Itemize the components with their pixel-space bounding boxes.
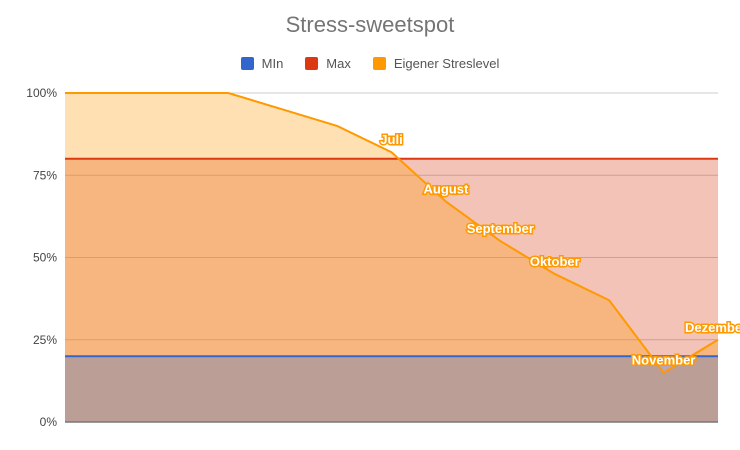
data-label: Dezember — [685, 320, 740, 335]
legend-swatch-min — [240, 57, 254, 70]
y-tick-label: 75% — [33, 168, 57, 182]
data-label: Juli — [380, 132, 402, 147]
data-label: November — [632, 353, 696, 368]
legend-label-stress: Eigener Streslevel — [393, 56, 500, 71]
data-label: Oktober — [530, 254, 580, 269]
legend-item-max[interactable]: Max — [305, 56, 351, 71]
y-tick-label: 100% — [26, 86, 57, 100]
data-label: August — [424, 182, 469, 197]
legend-item-min[interactable]: MIn — [240, 56, 284, 71]
legend-label-min: MIn — [261, 56, 284, 71]
chart-title: Stress-sweetspot — [285, 12, 455, 37]
y-tick-label: 0% — [40, 415, 58, 429]
y-tick-label: 50% — [33, 251, 57, 265]
area-stress — [65, 93, 718, 422]
data-label: September — [467, 221, 534, 236]
legend-label-max: Max — [326, 56, 351, 71]
legend-swatch-stress — [372, 57, 386, 70]
y-tick-label: 25% — [33, 333, 57, 347]
legend: MIn Max Eigener Streslevel — [0, 56, 740, 71]
area-min — [65, 356, 718, 422]
line-stress — [65, 92, 719, 374]
legend-swatch-max — [305, 57, 319, 70]
legend-item-stress[interactable]: Eigener Streslevel — [372, 56, 500, 71]
